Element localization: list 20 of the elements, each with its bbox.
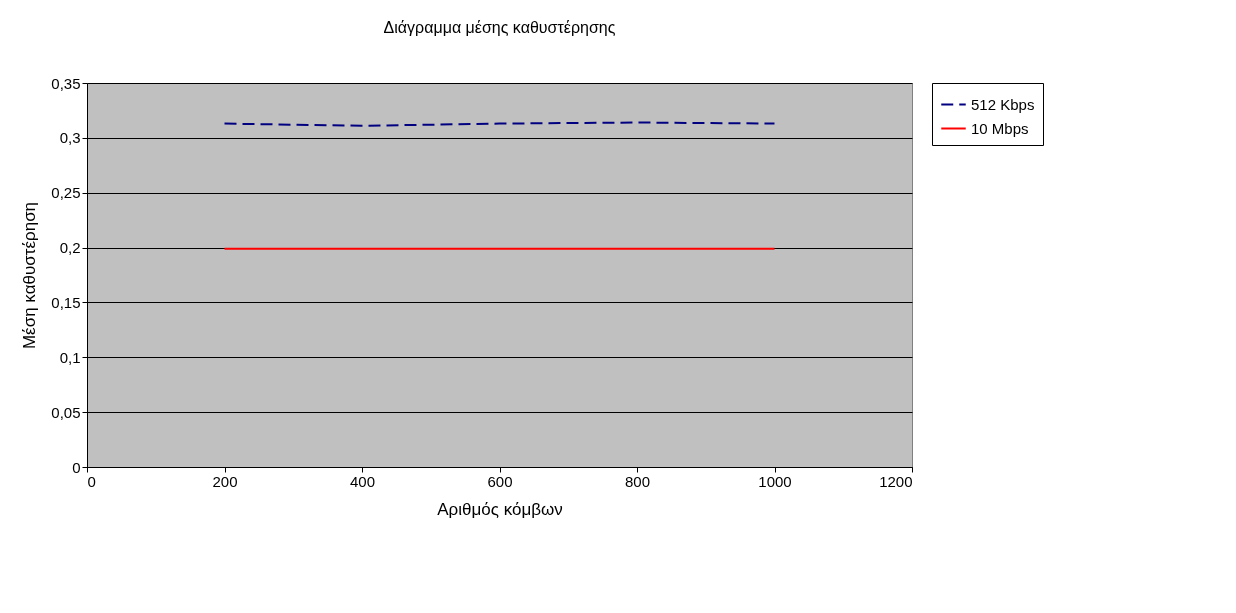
y-tick-label: 0,1 <box>59 348 81 366</box>
x-tick-label: 0 <box>87 472 96 490</box>
x-tick-label: 400 <box>349 472 376 490</box>
y-tick-label: 0 <box>72 458 81 476</box>
y-tick-label: 0,25 <box>51 184 81 202</box>
x-tick-label: 1200 <box>879 472 913 490</box>
x-tick-label: 1000 <box>758 472 792 490</box>
y-tick-label: 0,2 <box>59 239 81 257</box>
y-tick-label: 0,35 <box>51 74 81 92</box>
chart-title: Διάγραμμα μέσης καθυστέρησης <box>383 19 616 36</box>
y-axis-title: Μέση καθυστέρηση <box>20 201 40 350</box>
x-tick-label: 200 <box>212 472 238 490</box>
y-tick-label: 0,3 <box>59 129 81 147</box>
x-tick-label: 800 <box>624 472 651 490</box>
y-tick-label: 0,15 <box>51 293 81 311</box>
legend-label: 10 Mbps <box>971 119 1029 137</box>
y-tick-label: 0,05 <box>51 403 81 421</box>
legend-label: 512 Kbps <box>971 95 1035 113</box>
x-axis-title: Αριθμός κόμβων <box>437 499 563 519</box>
x-tick-label: 600 <box>487 472 513 490</box>
